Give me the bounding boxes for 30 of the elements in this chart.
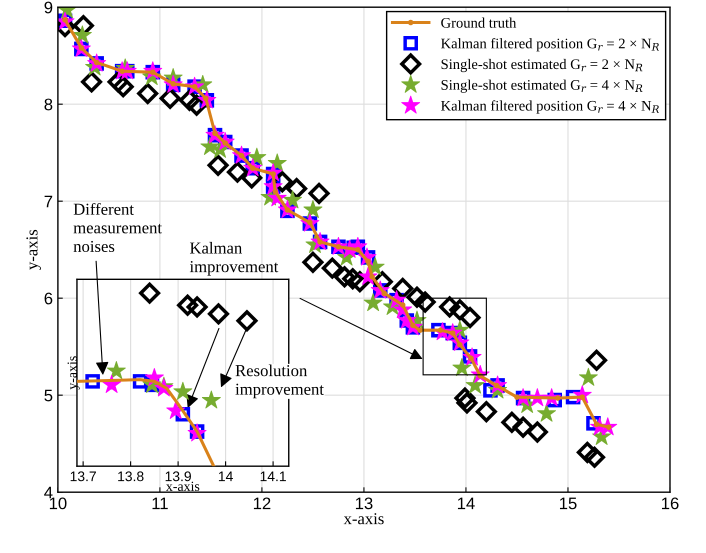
annotation: Different measurement noises bbox=[74, 202, 162, 252]
y-tick-label: 7 bbox=[44, 196, 52, 208]
x-tick-label: 11 bbox=[152, 498, 168, 510]
x-axis-title: x-axis bbox=[166, 482, 200, 491]
y-tick-label: 9 bbox=[44, 2, 52, 14]
legend-label: Single-shot estimated G$_{r}$ = 4 × N$_{R}$ bbox=[442, 80, 642, 93]
y-axis-title: y-axis bbox=[26, 230, 41, 270]
x-tick-label: 14 bbox=[458, 498, 475, 510]
x-tick-label: 16 bbox=[662, 497, 679, 510]
y-tick-label: 5 bbox=[44, 390, 52, 402]
legend-label: Kalman filtered position G$_{r}$ = 2 × N$_{R}$ bbox=[441, 38, 660, 52]
x-tick-label: 13 bbox=[356, 497, 372, 510]
x-tick-label: 14.1 bbox=[260, 472, 286, 482]
x-tick-label: 12 bbox=[254, 497, 270, 510]
x-axis-title: x-axis bbox=[344, 513, 384, 524]
x-tick-label: 10 bbox=[50, 497, 67, 510]
y-tick-label: 8 bbox=[44, 98, 52, 110]
y-tick-label: 4 bbox=[44, 486, 53, 498]
y-axis-title: y-axis bbox=[68, 356, 80, 390]
x-tick-label: 14 bbox=[218, 472, 233, 482]
annotation: Resolution improvement bbox=[235, 364, 324, 398]
x-tick-label: 13.9 bbox=[166, 471, 191, 482]
x-tick-label: 13.7 bbox=[70, 471, 96, 482]
legend-label: Single-shot estimated G$_{r}$ = 2 × N$_{R}$ bbox=[442, 58, 642, 72]
x-tick-label: 13.8 bbox=[118, 471, 144, 482]
y-tick-label: 6 bbox=[44, 292, 52, 304]
legend-label: Ground truth bbox=[441, 17, 516, 28]
annotation: Kalman improvement bbox=[190, 242, 278, 276]
x-tick-label: 15 bbox=[560, 498, 577, 510]
legend-label: Kalman filtered position G$_{r}$ = 4 × N$_{R}$ bbox=[441, 100, 660, 114]
